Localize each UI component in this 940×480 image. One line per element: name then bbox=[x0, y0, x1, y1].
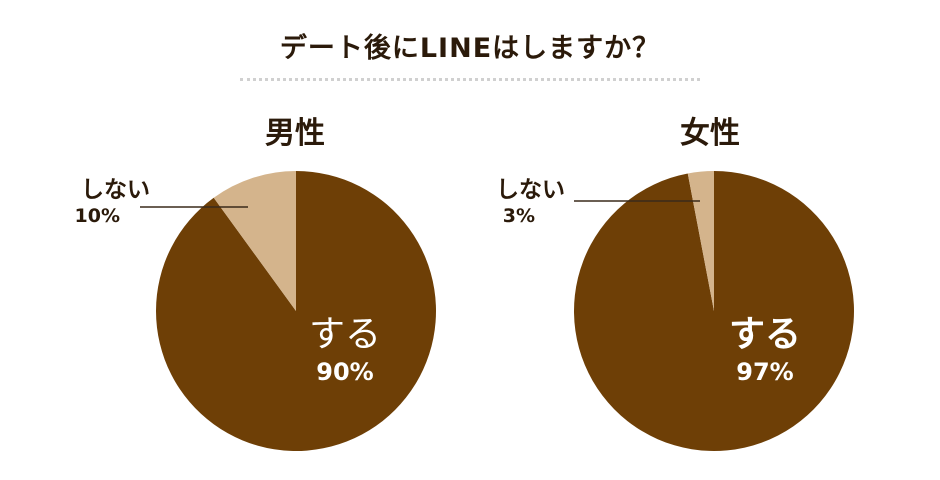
callout-no-male: しない 10% bbox=[30, 176, 150, 229]
slice-label-yes-female: する bbox=[728, 314, 801, 355]
pie-slice-no-female bbox=[687, 171, 714, 311]
slice-value-no-male: 10% bbox=[74, 204, 120, 227]
slice-label-no-female: しない bbox=[496, 177, 565, 203]
callout-yes-male: する 90% bbox=[285, 312, 405, 387]
title-divider bbox=[240, 78, 700, 81]
chart-title-male: 男性 bbox=[265, 116, 325, 151]
slice-value-yes-male: 90% bbox=[316, 358, 374, 386]
slice-label-no-male: しない bbox=[81, 177, 150, 203]
callout-no-female: しない 3% bbox=[445, 176, 565, 229]
slice-value-no-female: 3% bbox=[502, 204, 535, 227]
slice-value-yes-female: 97% bbox=[736, 358, 794, 386]
page-title: デート後にLINEはしますか？ bbox=[279, 33, 661, 64]
callout-yes-female: する 97% bbox=[705, 312, 825, 387]
chart-title-female: 女性 bbox=[680, 116, 740, 151]
pie-slice-no-male bbox=[213, 171, 296, 311]
slice-label-yes-male: する bbox=[308, 314, 381, 355]
